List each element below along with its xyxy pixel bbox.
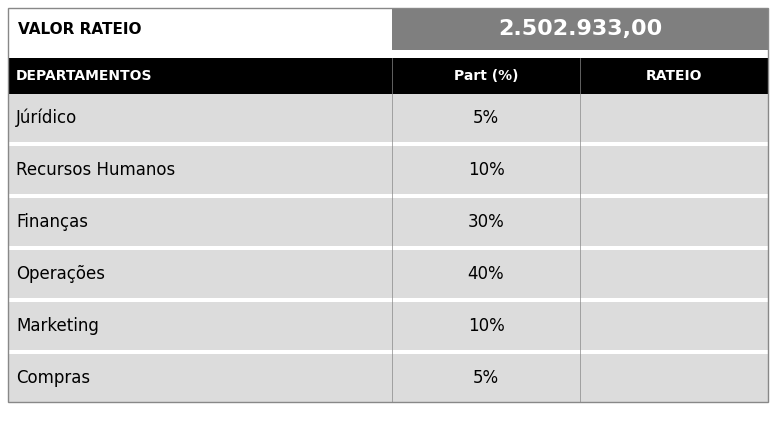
- Text: 5%: 5%: [473, 109, 499, 127]
- Text: Compras: Compras: [16, 369, 90, 387]
- Text: Júrídico: Júrídico: [16, 109, 78, 127]
- Text: 10%: 10%: [468, 161, 504, 179]
- Bar: [8, 350, 768, 354]
- Text: Finanças: Finanças: [16, 213, 88, 231]
- Text: Operações: Operações: [16, 265, 105, 283]
- Text: Part (%): Part (%): [454, 69, 518, 83]
- Bar: [8, 354, 768, 402]
- Bar: [8, 50, 768, 58]
- Text: 40%: 40%: [468, 265, 504, 283]
- Text: 5%: 5%: [473, 369, 499, 387]
- Bar: [8, 58, 768, 94]
- Bar: [8, 142, 768, 146]
- Bar: [8, 246, 768, 250]
- Text: RATEIO: RATEIO: [646, 69, 702, 83]
- Text: 30%: 30%: [468, 213, 504, 231]
- Bar: [8, 94, 768, 142]
- Text: Recursos Humanos: Recursos Humanos: [16, 161, 175, 179]
- Text: VALOR RATEIO: VALOR RATEIO: [18, 21, 141, 36]
- Bar: [8, 194, 768, 198]
- Text: Marketing: Marketing: [16, 317, 99, 335]
- Text: 2.502.933,00: 2.502.933,00: [497, 19, 662, 39]
- Bar: [8, 302, 768, 350]
- Bar: [392, 8, 768, 50]
- Bar: [8, 250, 768, 298]
- Bar: [8, 298, 768, 302]
- Bar: [8, 8, 392, 50]
- Bar: [8, 198, 768, 246]
- Text: DEPARTAMENTOS: DEPARTAMENTOS: [16, 69, 153, 83]
- Bar: [8, 146, 768, 194]
- Text: 10%: 10%: [468, 317, 504, 335]
